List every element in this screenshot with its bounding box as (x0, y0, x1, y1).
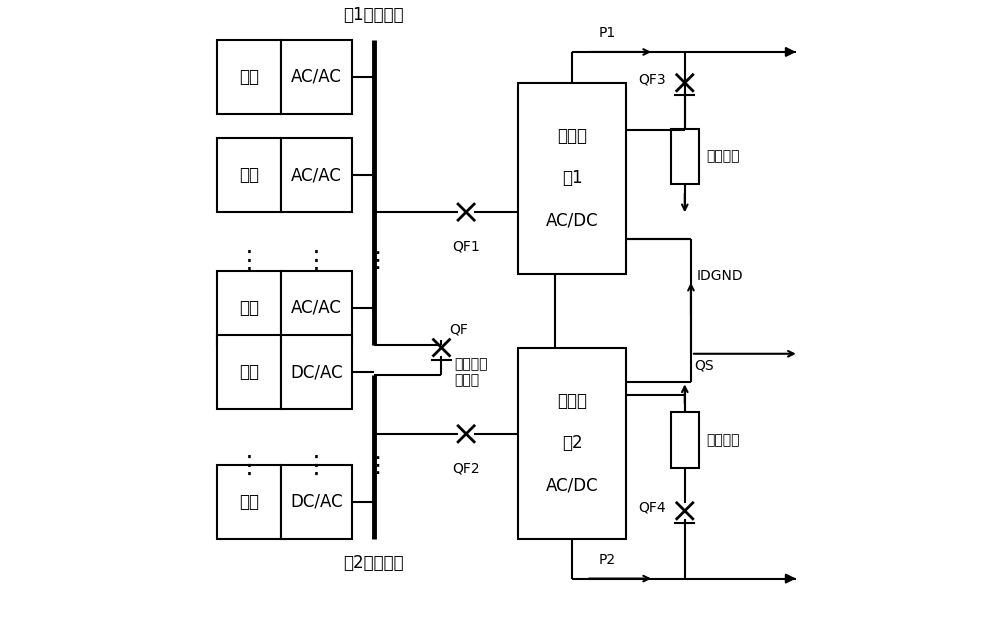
Text: 极2交流母线: 极2交流母线 (343, 554, 404, 572)
Text: 光伏: 光伏 (239, 363, 259, 381)
Bar (217, 138, 281, 212)
Text: 耗能电阻: 耗能电阻 (706, 149, 740, 164)
Text: DC/AC: DC/AC (290, 492, 343, 511)
Text: QF1: QF1 (452, 240, 480, 254)
Text: 光伏: 光伏 (239, 492, 259, 511)
Bar (518, 82, 626, 273)
Text: QF2: QF2 (452, 461, 480, 476)
Text: 耗能电阻: 耗能电阻 (706, 433, 740, 447)
Text: QF4: QF4 (639, 501, 666, 515)
Text: AC/AC: AC/AC (291, 299, 342, 317)
Text: 母联电子
式开关: 母联电子 式开关 (454, 357, 487, 387)
Text: ⋮: ⋮ (366, 456, 388, 476)
Text: QF: QF (449, 322, 468, 337)
Text: 极1: 极1 (562, 169, 583, 187)
Text: ⋮: ⋮ (304, 454, 329, 478)
Text: ⋮: ⋮ (237, 454, 262, 478)
Text: 换流器: 换流器 (557, 127, 587, 145)
Bar (281, 335, 352, 409)
Bar (217, 464, 281, 539)
Text: AC/DC: AC/DC (546, 211, 599, 229)
Text: AC/AC: AC/AC (291, 68, 342, 86)
Text: AC/AC: AC/AC (291, 166, 342, 184)
Bar (217, 335, 281, 409)
Text: QF3: QF3 (639, 73, 666, 87)
Bar (217, 270, 281, 345)
Text: P2: P2 (599, 554, 616, 567)
Bar (281, 464, 352, 539)
Text: IDGND: IDGND (697, 269, 744, 283)
Text: ⋮: ⋮ (237, 249, 262, 273)
Bar (281, 138, 352, 212)
Text: 风机: 风机 (239, 166, 259, 184)
Bar (671, 412, 699, 467)
Bar (217, 40, 281, 113)
Text: 风机: 风机 (239, 299, 259, 317)
Text: 风机: 风机 (239, 68, 259, 86)
Text: QS: QS (694, 359, 714, 373)
Text: 极2: 极2 (562, 434, 583, 452)
Bar (281, 270, 352, 345)
Bar (281, 40, 352, 113)
Bar (518, 348, 626, 539)
Text: DC/AC: DC/AC (290, 363, 343, 381)
Text: 极1交流母线: 极1交流母线 (343, 6, 404, 24)
Text: 换流器: 换流器 (557, 392, 587, 410)
Text: AC/DC: AC/DC (546, 476, 599, 494)
Text: P1: P1 (599, 25, 616, 40)
Text: ⋮: ⋮ (366, 251, 388, 272)
Text: ⋮: ⋮ (304, 249, 329, 273)
Bar (671, 129, 699, 184)
